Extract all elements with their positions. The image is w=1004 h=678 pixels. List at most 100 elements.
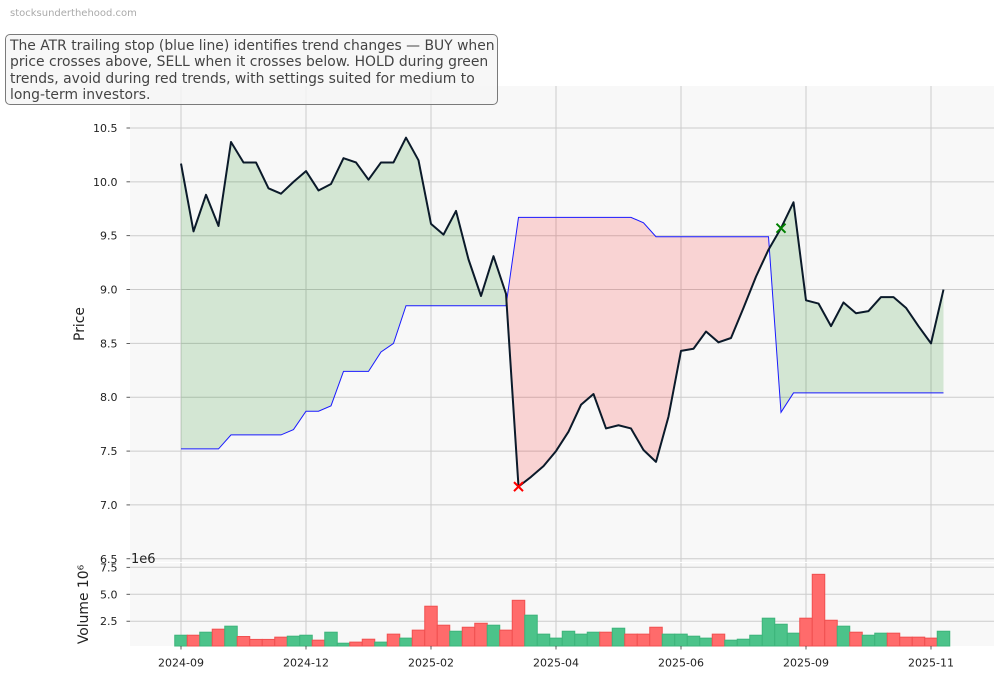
price-tick-label: 7.5 [100,445,118,458]
volume-tick-label: 7.5 [100,561,118,574]
volume-bar-down [461,626,476,647]
volume-bar-down [499,629,513,647]
volume-bar-up [299,634,313,647]
volume-bar-up [861,634,876,647]
volume-bar-down [824,619,838,647]
annotation-line: The ATR trailing stop (blue line) identi… [10,38,495,54]
volume-bar-up [399,637,413,647]
price-tick-label: 8.0 [100,391,118,404]
volume-grid [130,563,994,646]
price-tick-label: 9.5 [100,230,118,243]
volume-bar-up [199,631,213,647]
x-tick-label: 2025-02 [408,657,454,670]
volume-bar-down [474,622,488,647]
volume-bar-down [311,639,326,647]
price-axes: 6.5 7.0 7.5 8.0 8.5 9.0 9.5 10.0 10.5 Price [72,86,994,566]
price-line [180,136,945,488]
volume-bar-down [911,636,926,647]
volume-bar-up [324,631,338,647]
volume-offset-text: 1e6 [131,552,156,567]
volume-bar-up [586,631,601,647]
price-tick-label: 7.0 [100,499,118,512]
x-tick-label: 2025-09 [783,657,829,670]
volume-bar-down [249,638,263,647]
volume-bar-up [774,623,788,647]
volume-bar-up [174,634,188,647]
volume-bar-down [899,636,913,647]
uptrend-fill [769,202,944,413]
trend-fills [181,137,944,487]
volume-bar-down [711,633,726,647]
volume-bar-up [611,627,626,647]
buy-signal-marker [775,222,787,234]
volume-bar-down [799,617,813,647]
volume-bar-up [761,617,776,647]
price-axis-label: Price [72,307,88,341]
price-tick-label: 10.0 [93,176,118,189]
volume-bar-up [699,637,713,647]
volume-bar-down [411,629,426,647]
volume-bar-up [336,642,351,647]
volume-bar-down [236,636,251,647]
x-tick-label: 2025-04 [533,657,579,670]
price-tick-label: 9.0 [100,284,118,297]
volume-tick-label: 2.5 [100,615,118,628]
volume-bar-up [561,630,576,647]
price-grid [130,86,994,562]
uptrend-fill [181,137,507,449]
volume-bar-up [524,614,538,647]
volume-bar-up [224,625,238,647]
volume-bar-down [386,633,401,647]
x-tick-label: 2024-09 [158,657,204,670]
volume-bar-down [811,573,826,647]
volume-bar-up [836,625,851,647]
price-tick-label: 10.5 [93,122,118,135]
annotation-line: price crosses above, SELL when it crosse… [10,54,489,71]
volume-bar-down [624,633,638,647]
volume-bars [174,573,951,647]
volume-tick-label: 5.0 [100,588,118,601]
volume-bar-down [424,605,438,647]
volume-axes: 2.5 5.0 7.5 1e6 Volume 10⁶ 2024-09 2024-12 2025… [76,552,994,670]
volume-bar-down [261,638,276,647]
volume-bar-up [374,641,388,647]
atr-trailing-stop-line [181,216,944,450]
volume-bar-up [874,632,888,647]
downtrend-fill [506,217,770,487]
volume-bar-down [349,641,363,647]
price-tick-label: 6.5 [100,553,118,566]
volume-bar-down [211,628,226,647]
price-tick-label: 8.5 [100,337,118,350]
volume-bar-up [536,633,551,647]
annotation-line: trends, avoid during red trends, with se… [10,70,475,87]
annotation-line: long-term investors. [10,86,151,103]
volume-bar-up [549,637,563,647]
x-tick-label: 2025-11 [908,657,954,670]
volume-bar-up [661,633,676,647]
volume-bar-down [436,624,451,647]
volume-bar-up [786,632,801,647]
watermark: stocksunderthehood.com [10,8,137,19]
volume-bar-up [686,635,701,647]
sell-signal-marker [513,481,524,492]
volume-bar-up [736,638,751,647]
volume-bar-down [636,633,651,647]
volume-bar-up [749,634,763,647]
volume-bar-down [849,631,863,647]
x-tick-label: 2024-12 [283,657,329,670]
volume-bar-up [674,633,688,647]
volume-bar-up [286,635,301,647]
volume-bar-up [724,639,738,647]
volume-bar-up [936,630,951,647]
volume-bar-down [274,636,288,647]
volume-bar-down [511,599,526,647]
volume-axis-label: Volume 10⁶ [76,564,92,644]
volume-bar-down [924,637,938,647]
volume-bar-down [361,638,376,647]
volume-bar-down [599,631,613,647]
volume-bar-down [186,634,201,647]
price-plot-background [130,86,994,562]
volume-bar-up [449,630,463,647]
annotation-box: The ATR trailing stop (blue line) identi… [5,34,498,105]
